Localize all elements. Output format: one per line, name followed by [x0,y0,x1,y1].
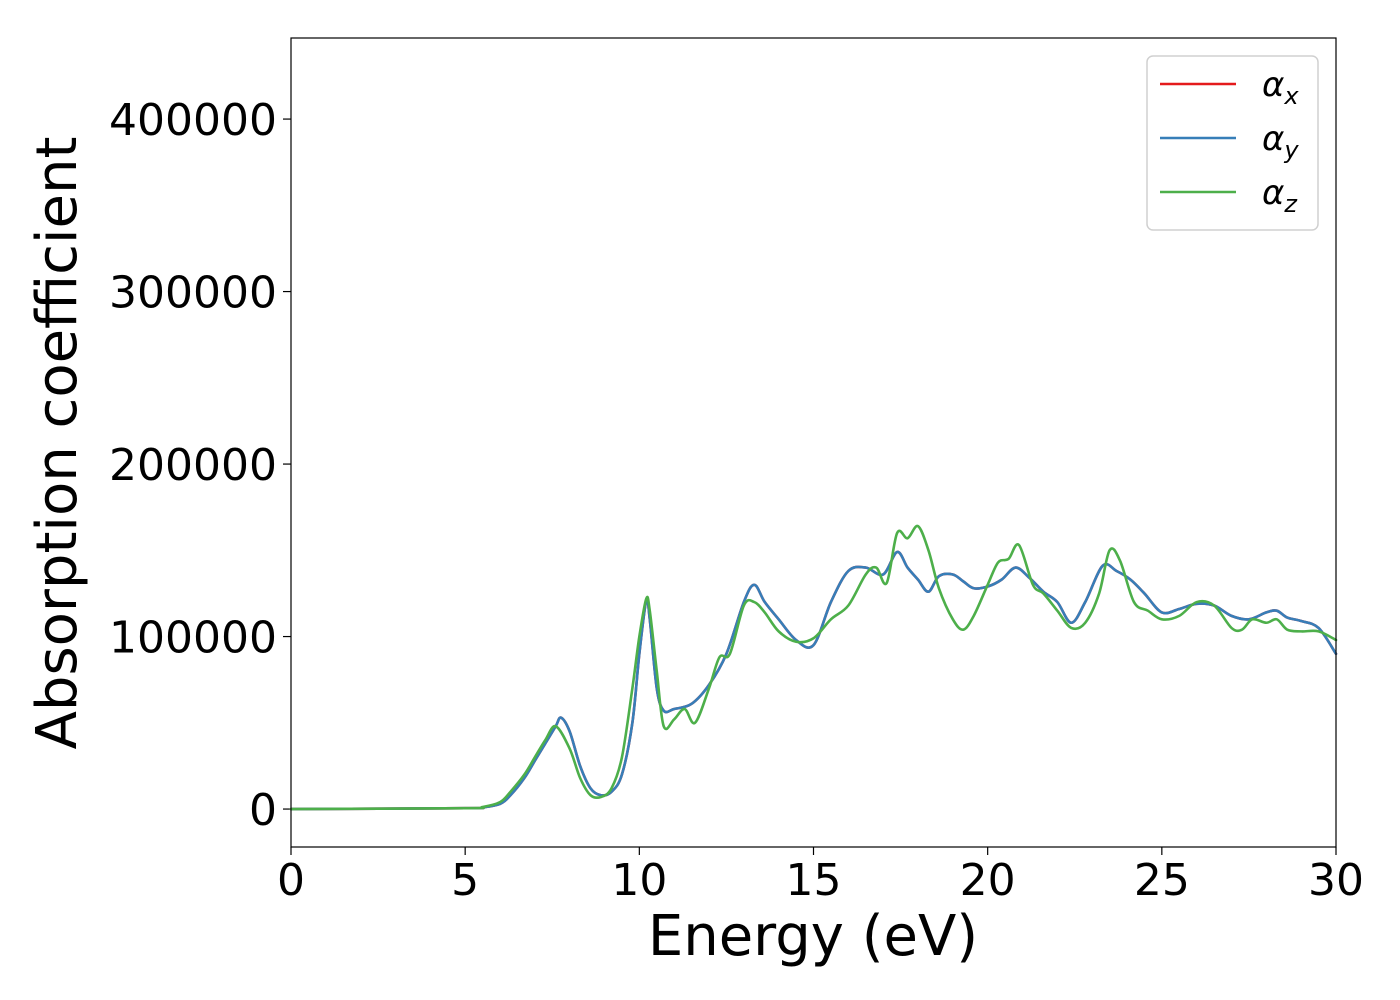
legend-label-y: αy [1262,119,1299,164]
legend-label-z: αz [1262,173,1298,218]
x-tick-label: 0 [277,855,305,906]
legend-label-x: αx [1262,65,1299,110]
y-tick-label: 400000 [109,95,277,146]
series-lines [289,524,1338,811]
x-tick-label: 20 [960,855,1016,906]
legend: αx αy αz [1146,55,1319,231]
legend-box [1146,55,1319,231]
x-axis-ticks: 0 5 10 15 20 25 30 [277,847,1364,906]
series-line-y [289,550,1338,811]
x-tick-label: 5 [451,855,479,906]
y-tick-label: 100000 [109,613,277,664]
x-axis-title: Energy (eV) [648,904,978,969]
plot-frame [290,37,1337,848]
x-tick-label: 30 [1308,855,1364,906]
y-tick-label: 300000 [109,268,277,319]
y-axis-ticks: 0 100000 200000 300000 400000 [109,95,291,836]
y-tick-label: 0 [249,785,277,836]
x-tick-label: 10 [611,855,667,906]
series-line-z [289,524,1338,811]
y-tick-label: 200000 [109,440,277,491]
y-axis-title: Absorption coefficient [25,137,90,750]
x-tick-label: 25 [1134,855,1190,906]
x-tick-label: 15 [786,855,842,906]
